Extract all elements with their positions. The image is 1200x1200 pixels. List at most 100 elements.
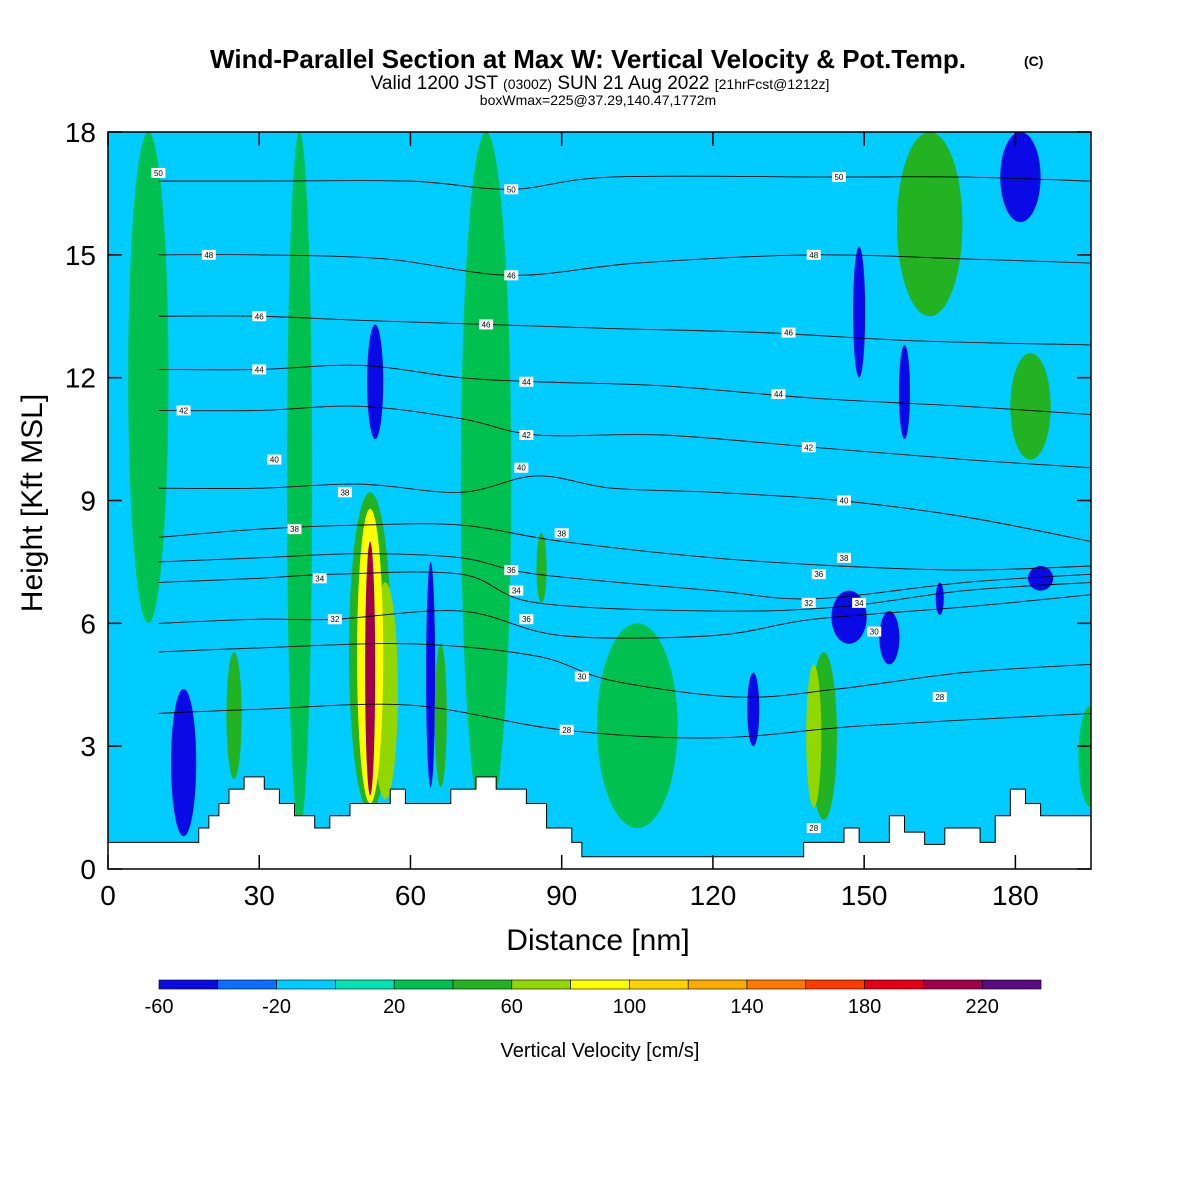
- y-axis-label: Height [Kft MSL]: [16, 394, 49, 612]
- colorbar-tick-label: -20: [262, 996, 291, 1018]
- contour-label: 50: [834, 173, 843, 182]
- contour-label-bg: [504, 270, 519, 281]
- colorbar-swatch: [335, 979, 395, 990]
- isentrope-line: [158, 643, 1091, 698]
- contour-label: 44: [522, 378, 531, 387]
- velocity-cell: [286, 132, 313, 829]
- contour-label: 42: [179, 406, 188, 415]
- colorbar-swatch: [452, 979, 513, 990]
- contour-label: 40: [840, 497, 849, 506]
- contour-label-bg: [252, 364, 267, 375]
- isentrope-line: [158, 553, 1091, 600]
- contour-label-bg: [831, 172, 846, 183]
- contour-label: 42: [804, 443, 813, 452]
- contour-label-bg: [519, 614, 534, 625]
- y-tick-label: 3: [80, 731, 96, 762]
- contour-label: 28: [562, 726, 571, 735]
- plot-area: 50 50 50 48 48 46 46 46 46 44 44 44 42 42 42 40 40 40 38 38…: [108, 132, 1091, 869]
- contour-label: 34: [855, 599, 864, 608]
- velocity-cell: [896, 132, 963, 317]
- colorbar-tick-label: 180: [848, 996, 881, 1018]
- x-tick-label: 60: [395, 880, 426, 911]
- contour-label-bg: [801, 597, 816, 608]
- contour-label: 44: [255, 365, 264, 374]
- contour-label-bg: [811, 569, 826, 580]
- velocity-cell: [426, 561, 436, 788]
- velocity-cell: [898, 344, 911, 440]
- x-axis-label: Distance [nm]: [506, 924, 689, 957]
- colorbar-swatch: [746, 979, 807, 990]
- box-wmax-info: boxWmax=225@37.29,140.47,1772m: [480, 92, 716, 108]
- x-tick-label: 180: [992, 880, 1039, 911]
- valid-date: SUN 21 Aug 2022: [557, 73, 709, 94]
- velocity-cell: [1027, 566, 1054, 591]
- contour-label: 36: [507, 566, 516, 575]
- contour-label: 44: [774, 390, 783, 399]
- contour-label-bg: [504, 184, 519, 195]
- colorbar-swatch: [217, 979, 277, 990]
- y-tick-label: 0: [80, 854, 96, 885]
- x-tick-label: 90: [546, 880, 577, 911]
- contour-label: 38: [557, 529, 566, 538]
- contour-label: 48: [809, 251, 818, 260]
- contour-label-bg: [176, 405, 191, 416]
- contour-label-bg: [932, 692, 947, 703]
- velocity-cell: [226, 651, 242, 779]
- velocity-field: [128, 132, 1091, 837]
- contour-label: 36: [814, 570, 823, 579]
- colorbar-swatch: [923, 979, 983, 990]
- contour-label-bg: [852, 597, 867, 608]
- contour-label-bg: [781, 327, 796, 338]
- contour-label-bg: [312, 573, 327, 584]
- forecast-info: [21hrFcst@1212z]: [715, 76, 830, 92]
- colorbar-tick-label: -60: [145, 996, 174, 1018]
- contour-label: 46: [784, 329, 793, 338]
- isentrope-line: [158, 364, 1091, 415]
- x-tick-label: 30: [244, 880, 275, 911]
- velocity-cell: [171, 688, 197, 837]
- velocity-cell: [1010, 353, 1051, 460]
- contour-label-bg: [514, 462, 529, 473]
- velocity-cell: [879, 611, 900, 665]
- contour-label: 38: [840, 554, 849, 563]
- contour-label: 34: [315, 574, 324, 583]
- colorbar-swatch: [570, 979, 630, 990]
- colorbar-label: Vertical Velocity [cm/s]: [501, 1040, 700, 1062]
- contour-label-bg: [867, 626, 882, 637]
- isentrope-line: [158, 254, 1091, 276]
- chart-header: Wind-Parallel Section at Max W: Vertical…: [210, 44, 1043, 108]
- contour-label-bg: [151, 167, 166, 178]
- velocity-cell: [536, 533, 547, 603]
- contour-label-bg: [327, 614, 342, 625]
- colorbar-swatch: [981, 979, 1042, 990]
- valid-utc: (0300Z): [503, 76, 552, 92]
- isentrope-line: [158, 475, 1091, 542]
- velocity-cell: [434, 643, 447, 788]
- contour-label: 46: [507, 271, 516, 280]
- colorbar-swatch: [629, 979, 689, 990]
- contour-label-bg: [201, 249, 216, 260]
- contour-label: 32: [330, 615, 339, 624]
- contour-label-bg: [509, 585, 524, 596]
- isentrope-line: [158, 703, 1091, 739]
- colorbar-tick-label: 60: [501, 996, 523, 1018]
- contour-label-bg: [519, 429, 534, 440]
- colorbar-swatch: [393, 979, 454, 990]
- contour-label-bg: [806, 823, 821, 834]
- contour-label: 30: [577, 673, 586, 682]
- x-tick-label: 120: [690, 880, 737, 911]
- isentrope-line: [158, 594, 1091, 639]
- contour-label-bg: [559, 724, 574, 735]
- contour-label: 48: [204, 251, 213, 260]
- x-tick-label: 0: [100, 880, 116, 911]
- contour-label: 46: [255, 312, 264, 321]
- colorbar: -60 -20 20 60 100 140 180 220: [145, 979, 1042, 1018]
- velocity-cell: [365, 541, 376, 796]
- colorbar-tick-label: 100: [613, 996, 646, 1018]
- contour-label-bg: [519, 376, 534, 387]
- contour-label: 46: [482, 320, 491, 329]
- contour-label: 36: [522, 615, 531, 624]
- colorbar-swatch: [511, 979, 571, 990]
